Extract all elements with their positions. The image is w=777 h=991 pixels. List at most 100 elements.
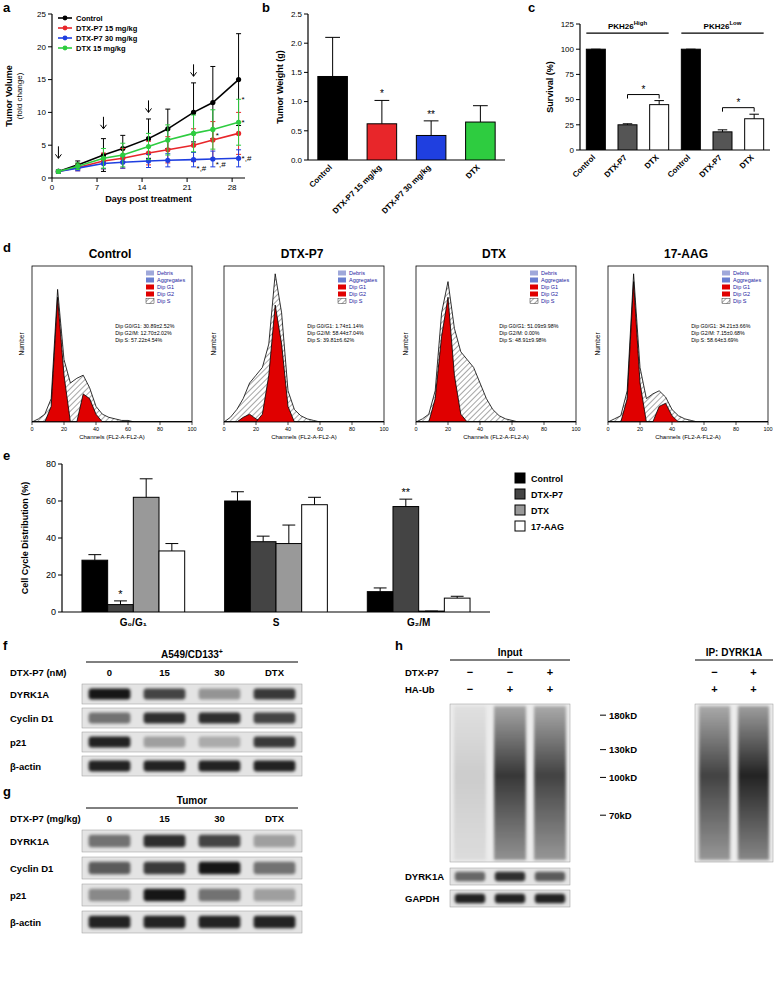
line — [210, 66, 215, 67]
x-tick-label: 40 — [285, 426, 291, 432]
line — [238, 99, 239, 122]
bar — [393, 507, 419, 612]
x-tick-label: 40 — [477, 426, 483, 432]
error-bar — [101, 155, 106, 171]
band — [199, 916, 241, 928]
treatment-arrow — [100, 117, 106, 129]
band-label: β-actin — [10, 917, 41, 928]
x-tick-label: Control — [666, 153, 692, 179]
x-tick — [576, 422, 577, 425]
marker — [56, 169, 61, 174]
blot-strip — [82, 830, 302, 852]
x-tick — [187, 178, 188, 182]
error-bar — [424, 121, 439, 136]
condition-sign: + — [547, 666, 553, 678]
y-tick-label: 2.5 — [291, 10, 303, 19]
x-tick — [224, 422, 225, 425]
line — [101, 148, 106, 149]
line — [120, 168, 125, 169]
error-bar — [308, 497, 321, 504]
error-bar — [749, 114, 759, 119]
band — [199, 760, 241, 771]
treatment-label: DTX-P7 (mg/kg) — [10, 813, 81, 824]
x-tick — [608, 422, 609, 425]
mw-label: 180kD — [609, 710, 637, 721]
line — [288, 525, 289, 544]
treatment-label: DTX-P7 (nM) — [10, 667, 66, 678]
error-bar — [236, 99, 241, 122]
smear — [699, 706, 730, 860]
error-bar — [623, 124, 633, 125]
bar — [82, 560, 108, 612]
legend-label: DTX-P7 30 mg/kg — [76, 34, 138, 43]
marker — [56, 169, 61, 174]
legend-label: Control — [531, 474, 563, 484]
legend-label: Dip G2 — [541, 291, 558, 297]
band-label: GAPDH — [405, 893, 439, 904]
band-label: β-actin — [10, 761, 41, 772]
line — [591, 49, 601, 50]
line — [101, 168, 106, 169]
error-bar — [591, 49, 601, 50]
y-tick — [576, 150, 580, 151]
line — [120, 601, 121, 605]
line — [473, 105, 488, 106]
annotation: * — [242, 118, 245, 127]
line — [212, 110, 213, 130]
line — [146, 167, 151, 168]
legend-swatch — [338, 299, 346, 304]
error-bar — [325, 37, 340, 76]
panel-label: d — [3, 240, 11, 255]
marker — [165, 158, 170, 163]
legend-swatch — [530, 285, 538, 290]
y-tick-label: 1.0 — [291, 97, 303, 106]
y-tick-label: 10 — [37, 108, 46, 117]
error-bar — [257, 536, 270, 542]
lane-label: 30 — [214, 813, 225, 824]
legend-swatch — [146, 285, 154, 290]
legend-swatch — [515, 505, 525, 515]
line — [263, 536, 264, 542]
annotation: * — [216, 131, 219, 140]
line — [171, 544, 172, 551]
annotation: *,# — [216, 160, 226, 169]
legend-marker — [63, 16, 68, 21]
line — [193, 133, 194, 151]
y-tick-label: 15 — [37, 75, 46, 84]
legend-label: Dip S — [349, 298, 363, 304]
x-tick — [544, 422, 545, 425]
line — [146, 479, 147, 498]
panel-label: b — [262, 0, 270, 15]
x-axis-label: Channels (FL2-A-FL2-A) — [463, 434, 529, 440]
line — [191, 152, 196, 153]
significance: * — [118, 588, 123, 600]
condition-sign: + — [750, 666, 756, 678]
blot-title: IP: DYRK1A — [706, 647, 763, 658]
band — [89, 916, 131, 928]
y-tick — [576, 24, 580, 25]
blot-title-sup: + — [219, 648, 223, 655]
error-bar — [282, 525, 295, 544]
histogram-outline — [32, 289, 192, 422]
line — [140, 478, 153, 479]
condition-sign: − — [507, 666, 513, 678]
title-rule — [86, 808, 298, 809]
condition-sign: + — [507, 683, 513, 695]
legend-label: Dip G2 — [349, 291, 366, 297]
legend-label: Control — [76, 14, 103, 23]
band-label: Cyclin D1 — [10, 863, 54, 874]
mw-tick — [600, 749, 606, 750]
line — [101, 138, 106, 139]
error-bar — [686, 49, 696, 50]
band — [89, 889, 131, 901]
group-label: PKH26Low — [704, 20, 742, 31]
plot-area — [224, 274, 384, 422]
legend-marker — [63, 36, 68, 41]
plot-area — [416, 282, 576, 422]
plot-area — [32, 289, 192, 422]
error-bar — [165, 544, 178, 551]
blot-title: Tumor — [177, 795, 207, 806]
line — [231, 491, 244, 492]
x-tick-label: 100 — [571, 426, 580, 432]
line — [193, 115, 194, 133]
